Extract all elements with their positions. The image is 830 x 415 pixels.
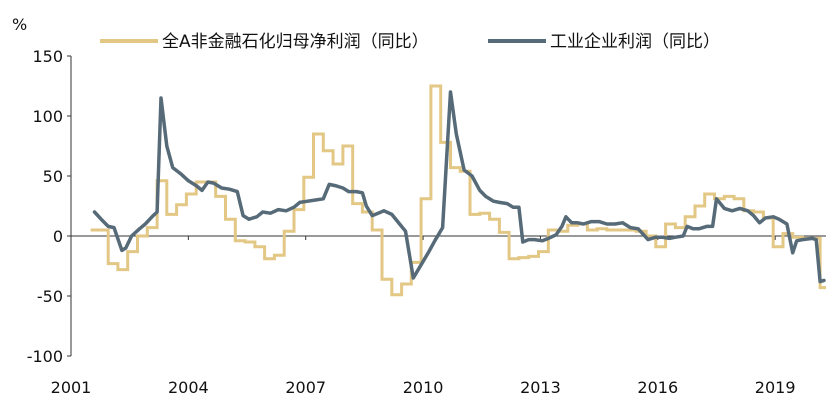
x-tick-label: 2013 (520, 378, 561, 397)
y-axis-unit-label: % (12, 15, 27, 34)
legend-label-industrial-profit: 工业企业利润（同比） (550, 32, 720, 52)
x-tick-label: 2016 (637, 378, 678, 397)
x-tick-label: 2004 (168, 378, 209, 397)
x-tick-label: 2007 (285, 378, 326, 397)
series-line-a-share-profit (90, 84, 826, 297)
y-tick-label: -100 (27, 347, 63, 366)
y-tick-label: 0 (53, 227, 63, 246)
axes-group: % (12, 15, 826, 356)
y-tick-label: 100 (32, 107, 63, 126)
x-tick-label: 2010 (403, 378, 444, 397)
y-tick-label: 50 (43, 167, 63, 186)
series-group (90, 84, 826, 297)
legend-label-a-share-profit: 全A非金融石化归母净利润（同比） (162, 32, 429, 52)
x-tick-label: 2019 (755, 378, 796, 397)
x-ticks-group: 2001 2004 2007 2010 2013 2016 2019 (51, 236, 796, 397)
y-ticks-group: 150 100 50 0 -50 -100 (27, 47, 71, 366)
x-tick-label: 2001 (51, 378, 92, 397)
legend: 全A非金融石化归母净利润（同比） 工业企业利润（同比） (100, 32, 720, 52)
y-tick-label: 150 (32, 47, 63, 66)
series-line-industrial-profit (92, 90, 826, 284)
y-tick-label: -50 (37, 287, 63, 306)
